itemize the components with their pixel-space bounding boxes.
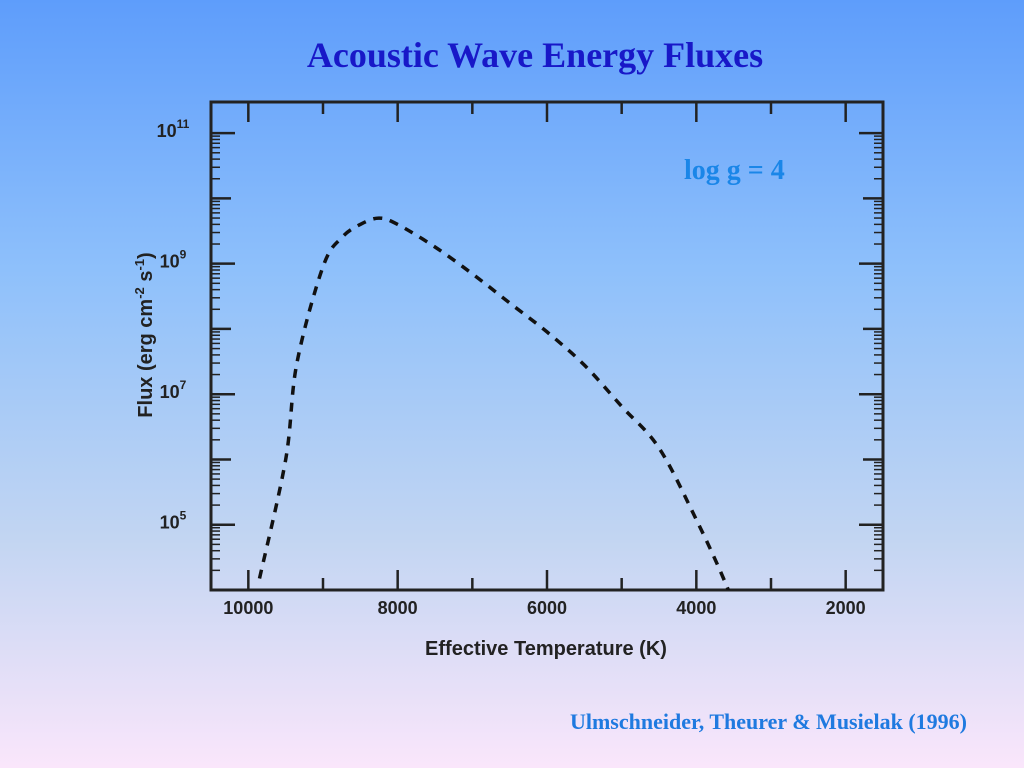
x-tick-label: 4000 xyxy=(676,598,716,618)
gravity-annotation: log g = 4 xyxy=(684,155,785,186)
y-tick-label: 107 xyxy=(160,378,187,402)
x-tick-label: 10000 xyxy=(223,598,273,618)
plot-frame xyxy=(209,100,885,592)
y-tick-label: 109 xyxy=(160,248,187,272)
slide-title: Acoustic Wave Energy Fluxes xyxy=(306,35,764,75)
x-axis-label: Effective Temperature (K) xyxy=(425,638,667,660)
x-tick-label: 2000 xyxy=(826,598,866,618)
flux-curve xyxy=(257,216,731,590)
y-axis-label: Flux (erg cm-2 s-1) xyxy=(132,252,157,417)
y-tick-label: 105 xyxy=(160,509,187,533)
x-tick-label: 6000 xyxy=(527,598,567,618)
tick-labels: 10000 8000 6000 4000 2000 105 107 109 1011 xyxy=(157,117,866,618)
plot-area xyxy=(257,216,731,590)
y-tick-label: 1011 xyxy=(157,117,190,141)
citation-text: Ulmschneider, Theurer & Musielak (1996) xyxy=(569,709,967,734)
x-tick-label: 8000 xyxy=(378,598,418,618)
